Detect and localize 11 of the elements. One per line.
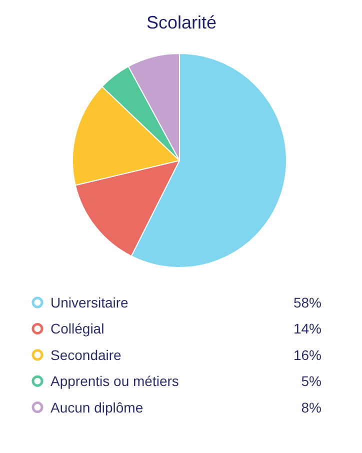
legend-label: Aucun diplôme <box>50 399 144 416</box>
legend-label: Apprentis ou métiers <box>50 373 179 390</box>
data-label: 5% <box>301 373 322 390</box>
data-label: 14% <box>293 320 322 337</box>
data-label: 16% <box>293 346 322 363</box>
legend-label: Collégial <box>50 320 104 337</box>
data-label: 58% <box>293 294 322 310</box>
legend-label: Secondaire <box>50 346 122 363</box>
legend-label: Universitaire <box>50 294 129 310</box>
data-label: 8% <box>301 399 322 416</box>
chart-title: Scolarité <box>146 12 217 32</box>
